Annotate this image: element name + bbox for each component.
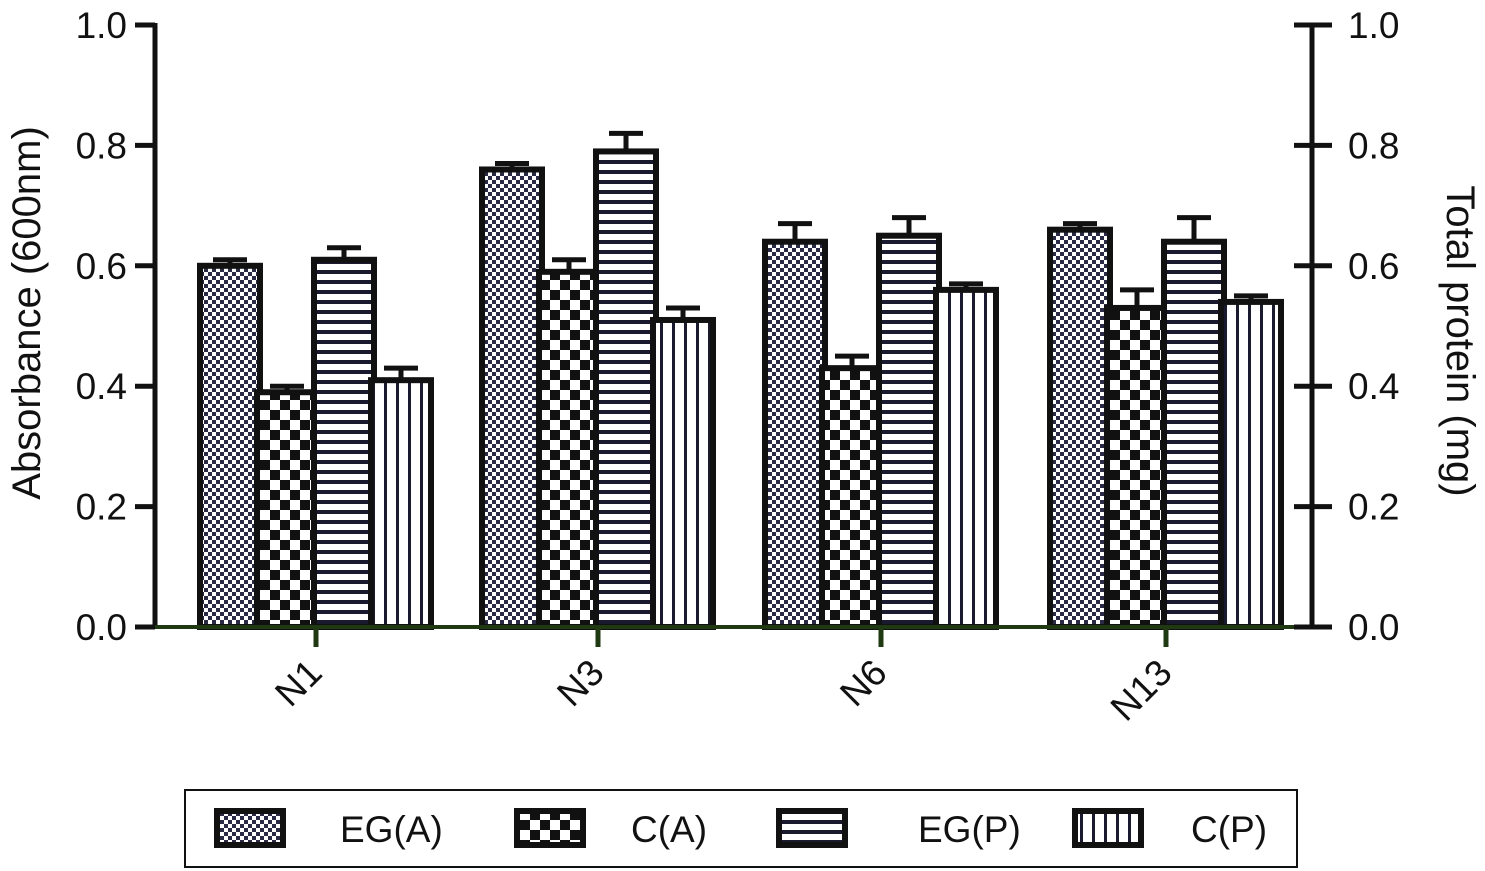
bars-layer [197,130,1284,630]
y2-tick-label: 0.0 [1348,607,1399,648]
bar-C(A)-N3 [536,268,602,630]
legend-swatch-C(P) [1072,808,1144,848]
y2-tick-label: 1.0 [1348,5,1399,46]
y2-axis-title: Total protein (mg) [1438,185,1482,496]
legend-swatch-C(A) [514,808,586,848]
x-tick-label-N13: N13 [1103,652,1180,729]
y-tick-label: 0.6 [76,246,127,287]
x-tick-label-N6: N6 [832,652,894,714]
legend-label-C(P): C(P) [1191,809,1267,850]
bar-C(P)-N13 [1218,298,1284,630]
y-axis-title: Absorbance (600nm) [5,126,49,500]
bar-C(A)-N6 [819,365,885,630]
bar-EG(A)-N13 [1047,226,1113,630]
x-tick-label-N3: N3 [549,652,611,714]
y-tick-label: 0.2 [76,487,127,528]
bar-EG(P)-N6 [876,232,942,630]
bar-EG(A)-N1 [197,262,263,630]
y-tick-label: 1.0 [76,5,127,46]
bar-EG(P)-N13 [1161,238,1227,630]
legend-swatch-EG(P) [776,808,848,848]
bar-EG(P)-N1 [311,256,377,630]
y2-tick-label: 0.8 [1348,125,1399,166]
x-tick-label-N1: N1 [267,652,329,714]
y2-tick-label: 0.4 [1348,366,1399,407]
y-tick-label: 0.8 [76,125,127,166]
bar-EG(A)-N3 [479,166,545,630]
y2-tick-label: 0.6 [1348,246,1399,287]
y2-tick-label: 0.2 [1348,487,1399,528]
legend-label-EG(A): EG(A) [340,809,443,850]
bar-C(P)-N1 [368,377,434,630]
bar-C(A)-N1 [254,389,320,630]
bar-C(P)-N6 [933,286,999,630]
legend-label-C(A): C(A) [631,809,707,850]
legend: EG(A) C(A) EG(P) C(P) [184,789,1298,868]
bar-EG(P)-N3 [593,148,659,630]
y-tick-label: 0.4 [76,366,127,407]
legend-swatch-EG(A) [214,808,286,848]
legend-label-EG(P): EG(P) [918,809,1021,850]
bar-C(P)-N3 [650,316,716,630]
bar-EG(A)-N6 [762,238,828,630]
y-tick-label: 0.0 [76,607,127,648]
bar-C(A)-N13 [1104,304,1170,630]
